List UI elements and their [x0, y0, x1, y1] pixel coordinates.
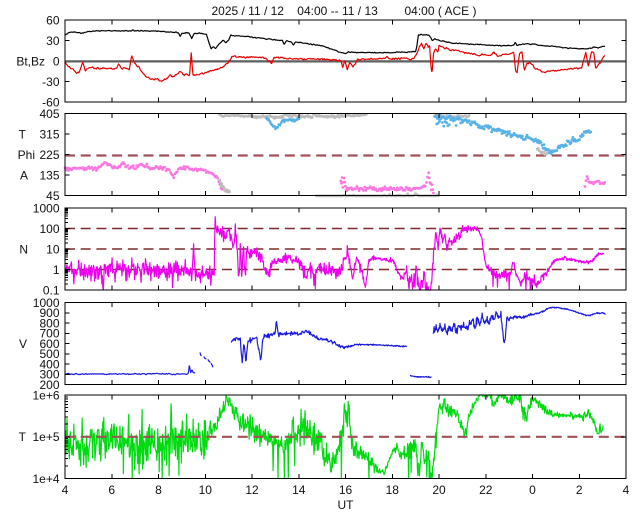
svg-text:22: 22	[479, 483, 493, 497]
svg-text:14: 14	[292, 483, 306, 497]
svg-text:600: 600	[39, 337, 59, 351]
svg-text:500: 500	[39, 347, 59, 361]
svg-text:100: 100	[39, 222, 59, 236]
svg-text:-60: -60	[42, 95, 60, 109]
svg-text:400: 400	[39, 357, 59, 371]
svg-text:16: 16	[339, 483, 353, 497]
svg-text:1000: 1000	[33, 296, 60, 310]
svg-text:300: 300	[39, 368, 59, 382]
svg-text:0: 0	[529, 483, 536, 497]
svg-text:8: 8	[155, 483, 162, 497]
svg-text:T: T	[19, 127, 27, 141]
svg-text:18: 18	[386, 483, 400, 497]
svg-text:0: 0	[53, 54, 60, 68]
svg-text:0.1: 0.1	[43, 283, 60, 297]
svg-text:405: 405	[39, 107, 59, 121]
svg-text:1e+4: 1e+4	[32, 472, 59, 486]
svg-text:900: 900	[39, 306, 59, 320]
svg-text:-30: -30	[42, 75, 60, 89]
svg-text:Bt,Bz: Bt,Bz	[16, 54, 45, 68]
svg-text:45: 45	[46, 189, 60, 203]
svg-text:1000: 1000	[33, 201, 60, 215]
svg-text:V: V	[19, 337, 27, 351]
svg-text:2025 / 11 / 12 04:00 -- 11: 2025 / 11 / 12 04:00 -- 11 / 13 04:00 ( …	[211, 4, 476, 18]
svg-text:30: 30	[46, 34, 60, 48]
svg-text:200: 200	[39, 378, 59, 392]
svg-text:700: 700	[39, 327, 59, 341]
svg-text:1e+5: 1e+5	[32, 430, 59, 444]
svg-text:10: 10	[46, 242, 60, 256]
svg-text:60: 60	[46, 13, 60, 27]
svg-text:N: N	[19, 242, 28, 256]
svg-text:A: A	[20, 168, 28, 182]
svg-text:20: 20	[432, 483, 446, 497]
svg-text:2: 2	[576, 483, 583, 497]
svg-text:1: 1	[53, 263, 60, 277]
svg-text:4: 4	[62, 483, 69, 497]
svg-text:1e+6: 1e+6	[32, 388, 59, 402]
svg-text:315: 315	[39, 127, 59, 141]
svg-text:10: 10	[199, 483, 213, 497]
svg-text:6: 6	[108, 483, 115, 497]
svg-text:225: 225	[39, 148, 59, 162]
svg-text:UT: UT	[338, 498, 355, 512]
svg-text:Phi: Phi	[18, 148, 35, 162]
svg-text:12: 12	[245, 483, 259, 497]
svg-text:4: 4	[623, 483, 630, 497]
svg-text:135: 135	[39, 168, 59, 182]
svg-text:800: 800	[39, 316, 59, 330]
svg-text:T: T	[19, 430, 27, 444]
